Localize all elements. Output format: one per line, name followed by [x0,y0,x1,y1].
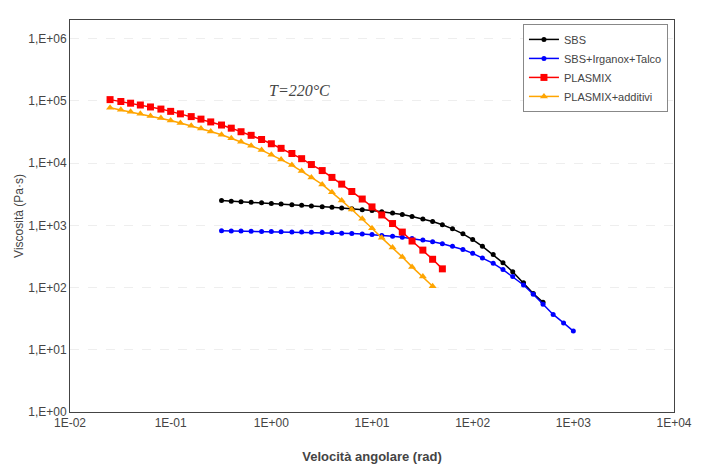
svg-text:1E+00: 1E+00 [254,416,289,430]
svg-text:1,E+02: 1,E+02 [28,281,67,295]
svg-text:T=220°C: T=220°C [269,82,330,99]
svg-text:PLASMIX: PLASMIX [564,72,612,84]
svg-text:1,E+05: 1,E+05 [28,94,67,108]
svg-text:1,E+06: 1,E+06 [28,32,67,46]
svg-text:1E+04: 1E+04 [656,416,691,430]
svg-text:1,E+03: 1,E+03 [28,219,67,233]
svg-text:1E+02: 1E+02 [455,416,490,430]
svg-text:1E+03: 1E+03 [556,416,591,430]
svg-text:SBS: SBS [564,34,586,46]
svg-text:PLASMIX+additivi: PLASMIX+additivi [564,91,652,103]
svg-text:Viscosità (Pa·s): Viscosità (Pa·s) [12,174,26,258]
svg-text:1,E+00: 1,E+00 [28,405,67,419]
svg-text:1E-01: 1E-01 [155,416,187,430]
svg-text:1,E+01: 1,E+01 [28,343,67,357]
svg-text:1,E+04: 1,E+04 [28,156,67,170]
svg-text:1E+01: 1E+01 [354,416,389,430]
svg-text:1E-02: 1E-02 [54,416,86,430]
svg-text:SBS+Irganox+Talco: SBS+Irganox+Talco [564,53,661,65]
svg-text:Velocità angolare (rad): Velocità angolare (rad) [302,449,441,464]
